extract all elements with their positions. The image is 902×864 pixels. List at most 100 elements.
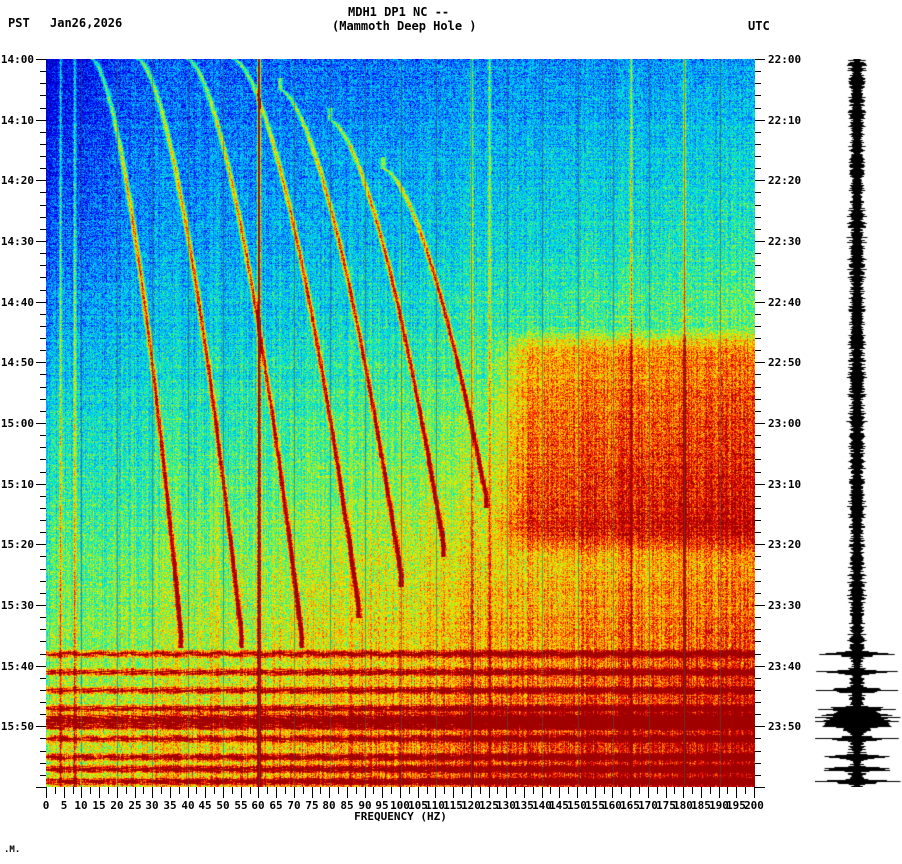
axis-tick-minor [161,787,162,794]
axis-tick-minor [550,787,551,794]
axis-tick-major [241,787,242,798]
axis-tick-major [755,544,765,545]
axis-tick-major [170,787,171,798]
frequency-tick-label: 180 [673,799,693,812]
axis-tick-major [276,787,277,798]
axis-tick-minor [40,168,46,169]
axis-tick-major [755,726,765,727]
axis-tick-minor [40,690,46,691]
seismogram-trace-canvas [815,59,902,787]
frequency-tick-label: 195 [726,799,746,812]
time-axis-left-pst: 14:00 14:10 14:20 14:30 14:40 14:50 15:00 15:10… [0,54,46,788]
axis-tick-major [506,787,507,798]
axis-tick-major [36,666,46,667]
time-tick-label: 15:20 [0,538,34,551]
axis-tick-minor [755,168,761,169]
frequency-tick-label: 165 [620,799,640,812]
axis-tick-minor [755,472,761,473]
axis-tick-minor [73,787,74,794]
time-tick-label: 22:10 [768,114,802,127]
axis-tick-major [418,787,419,798]
axis-tick-minor [179,787,180,794]
axis-tick-minor [40,654,46,655]
axis-tick-minor [755,520,761,521]
axis-tick-minor [40,678,46,679]
axis-tick-major [36,726,46,727]
time-tick-label: 22:40 [768,296,802,309]
axis-tick-minor [40,399,46,400]
axis-tick-major [612,787,613,798]
axis-tick-minor [755,374,761,375]
axis-tick-minor [40,496,46,497]
frequency-tick-label: 190 [709,799,729,812]
time-tick-label: 14:20 [0,174,34,187]
axis-tick-minor [40,374,46,375]
time-tick-label: 15:30 [0,599,34,612]
frequency-tick-label: 110 [425,799,445,812]
frequency-tick-label: 35 [163,799,177,812]
axis-tick-major [117,787,118,798]
frequency-tick-label: 200 [744,799,764,812]
axis-tick-major [329,787,330,798]
axis-tick-minor [755,411,761,412]
axis-tick-minor [755,277,761,278]
axis-tick-major [453,787,454,798]
time-tick-label: 23:40 [768,660,802,673]
axis-tick-major [36,605,46,606]
station-title: MDH1 DP1 NC -- [348,5,450,19]
frequency-tick-label: 65 [269,799,283,812]
axis-tick-minor [40,265,46,266]
axis-tick-major [666,787,667,798]
axis-tick-minor [515,787,516,794]
axis-tick-minor [40,108,46,109]
time-tick-label: 23:30 [768,599,802,612]
time-axis-right-utc: 22:00 22:10 22:20 22:30 22:40 22:50 23:00 23:10… [755,54,815,788]
axis-tick-major [524,787,525,798]
axis-tick-major [188,787,189,798]
axis-tick-major [489,787,490,798]
axis-tick-minor [303,787,304,794]
frequency-tick-label: 90 [358,799,372,812]
axis-tick-minor [568,787,569,794]
axis-tick-minor [40,641,46,642]
axis-tick-minor [755,654,761,655]
axis-tick-major [701,787,702,798]
frequency-tick-label: 105 [408,799,428,812]
axis-tick-minor [692,787,693,794]
axis-tick-major [754,787,755,798]
axis-tick-major [755,241,765,242]
axis-tick-minor [755,751,761,752]
spectrogram-plot[interactable] [46,59,755,787]
axis-tick-major [755,605,765,606]
axis-tick-minor [40,617,46,618]
axis-tick-minor [40,629,46,630]
axis-tick-major [755,59,765,60]
axis-tick-minor [40,447,46,448]
timezone-left-label: PST [8,16,30,30]
frequency-tick-label: 95 [375,799,389,812]
spectrogram-canvas[interactable] [46,59,755,787]
axis-tick-minor [40,253,46,254]
frequency-tick-label: 75 [305,799,319,812]
axis-tick-minor [40,556,46,557]
axis-tick-minor [40,350,46,351]
axis-tick-minor [755,192,761,193]
axis-tick-minor [755,690,761,691]
axis-tick-minor [40,326,46,327]
axis-tick-minor [755,350,761,351]
axis-tick-minor [90,787,91,794]
axis-tick-major [36,180,46,181]
station-subtitle: (Mammoth Deep Hole ) [332,19,477,33]
axis-tick-minor [40,520,46,521]
axis-tick-minor [40,83,46,84]
axis-tick-minor [40,144,46,145]
frequency-tick-label: 25 [128,799,142,812]
axis-tick-minor [267,787,268,794]
time-tick-label: 23:00 [768,417,802,430]
axis-tick-minor [755,678,761,679]
axis-tick-major [36,120,46,121]
axis-tick-minor [427,787,428,794]
axis-tick-major [683,787,684,798]
axis-tick-major [294,787,295,798]
axis-tick-major [577,787,578,798]
